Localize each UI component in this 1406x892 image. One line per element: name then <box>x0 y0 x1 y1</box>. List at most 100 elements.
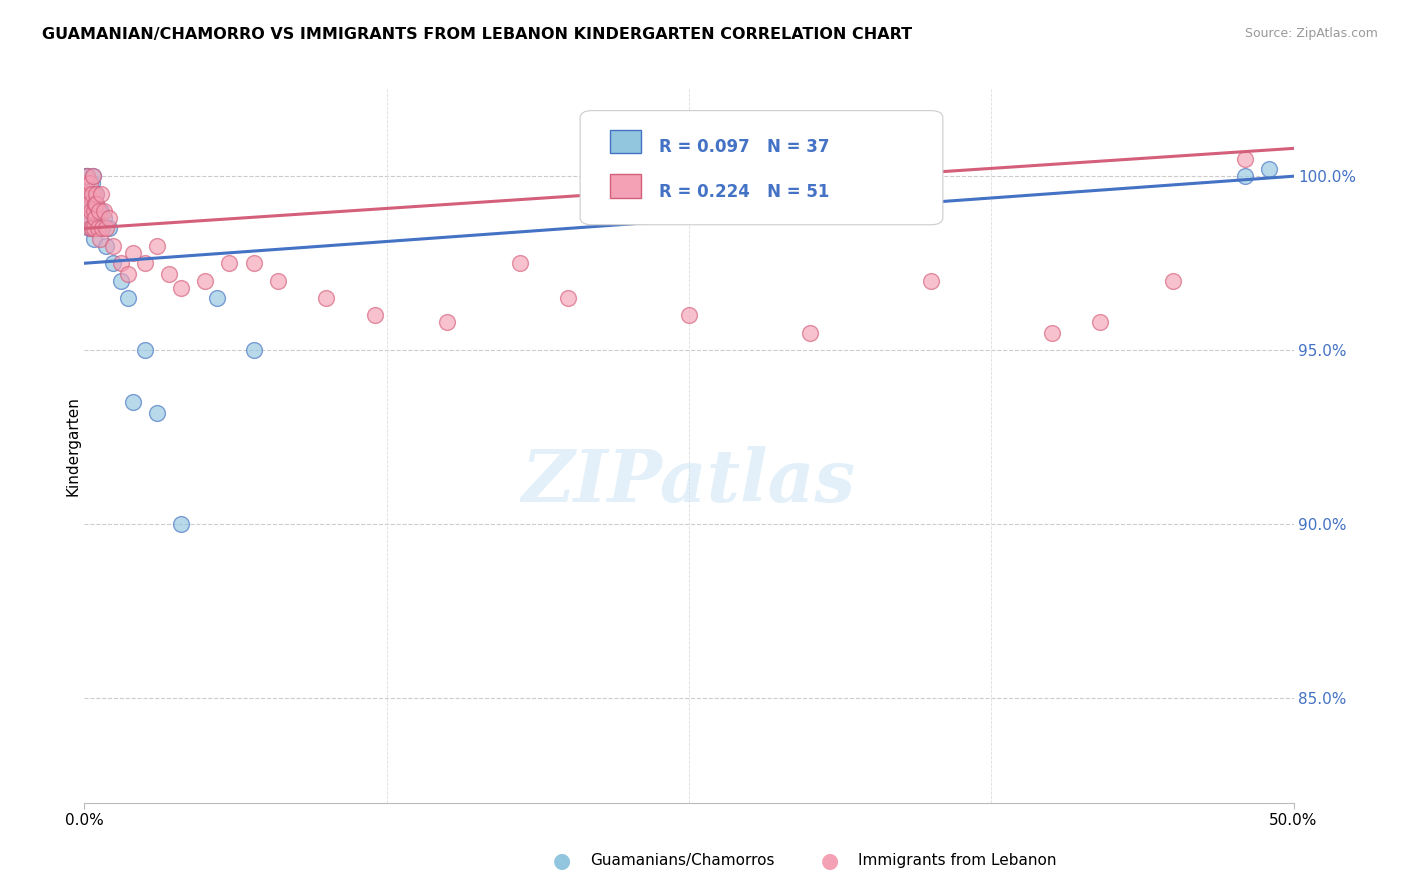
Text: Source: ZipAtlas.com: Source: ZipAtlas.com <box>1244 27 1378 40</box>
Point <box>1234 169 1257 184</box>
Y-axis label: Kindergarten: Kindergarten <box>66 396 80 496</box>
Point <box>678 309 700 323</box>
Point <box>79 211 101 225</box>
Point <box>80 221 103 235</box>
Text: Guamanians/Chamorros: Guamanians/Chamorros <box>591 854 775 868</box>
Point <box>93 204 115 219</box>
FancyBboxPatch shape <box>610 129 641 153</box>
Point <box>89 221 111 235</box>
Text: ●: ● <box>821 851 838 871</box>
Point <box>80 204 103 219</box>
Point <box>110 274 132 288</box>
Point <box>1258 162 1281 177</box>
Point <box>75 176 97 190</box>
Point <box>77 197 100 211</box>
Point <box>103 239 125 253</box>
Point <box>170 280 193 294</box>
Point <box>82 169 104 184</box>
Point <box>77 211 100 225</box>
Point <box>194 274 217 288</box>
Point <box>509 256 531 270</box>
FancyBboxPatch shape <box>610 175 641 198</box>
Point <box>77 197 100 211</box>
Point <box>89 232 111 246</box>
Point <box>1088 315 1111 329</box>
Point <box>146 406 169 420</box>
Point <box>170 517 193 532</box>
Point <box>80 204 103 219</box>
Point <box>86 221 108 235</box>
Point <box>80 221 103 235</box>
Point <box>82 176 104 190</box>
Point <box>920 274 942 288</box>
Point <box>121 395 143 409</box>
Point <box>82 169 104 184</box>
Point <box>1161 274 1184 288</box>
Point <box>315 291 337 305</box>
Point <box>110 256 132 270</box>
Point <box>134 256 156 270</box>
Point <box>91 221 114 235</box>
Text: Immigrants from Lebanon: Immigrants from Lebanon <box>858 854 1056 868</box>
Point <box>84 186 107 201</box>
Point <box>84 211 107 225</box>
Point <box>97 221 120 235</box>
Point <box>79 221 101 235</box>
Text: GUAMANIAN/CHAMORRO VS IMMIGRANTS FROM LEBANON KINDERGARTEN CORRELATION CHART: GUAMANIAN/CHAMORRO VS IMMIGRANTS FROM LE… <box>42 27 912 42</box>
Point <box>77 186 100 201</box>
Point <box>267 274 290 288</box>
Point <box>94 221 117 235</box>
Point <box>83 232 105 246</box>
Point <box>82 186 104 201</box>
Point <box>84 211 107 225</box>
Point <box>218 256 240 270</box>
Point <box>363 309 385 323</box>
Text: ●: ● <box>554 851 571 871</box>
Point <box>86 197 108 211</box>
Point <box>83 186 105 201</box>
Point <box>146 239 169 253</box>
Text: R = 0.097   N = 37: R = 0.097 N = 37 <box>659 138 830 156</box>
Point <box>90 186 112 201</box>
Point <box>87 204 110 219</box>
Point <box>86 221 108 235</box>
Point <box>75 169 97 184</box>
Point <box>77 204 100 219</box>
Point <box>86 197 108 211</box>
Point <box>207 291 229 305</box>
Point <box>83 204 105 219</box>
Point <box>84 186 107 201</box>
Point <box>1234 152 1257 166</box>
Point <box>436 315 458 329</box>
Point <box>79 186 101 201</box>
FancyBboxPatch shape <box>581 111 943 225</box>
Point <box>83 197 105 211</box>
Point <box>97 211 120 225</box>
Point <box>83 204 105 219</box>
Point <box>94 239 117 253</box>
Point <box>121 245 143 260</box>
Point <box>117 267 139 281</box>
Text: R = 0.224   N = 51: R = 0.224 N = 51 <box>659 183 830 201</box>
Point <box>76 169 98 184</box>
Point <box>557 291 579 305</box>
Point <box>242 343 264 358</box>
Point <box>76 204 98 219</box>
Point <box>103 256 125 270</box>
Point <box>77 221 100 235</box>
Point <box>117 291 139 305</box>
Point <box>90 204 112 219</box>
Point <box>799 326 821 340</box>
Point <box>157 267 180 281</box>
Point <box>79 176 101 190</box>
Text: ZIPatlas: ZIPatlas <box>522 446 856 517</box>
Point <box>75 186 97 201</box>
Point <box>83 221 105 235</box>
Point <box>75 176 97 190</box>
Point <box>76 169 98 184</box>
Point <box>87 204 110 219</box>
Point <box>242 256 264 270</box>
Point <box>1040 326 1063 340</box>
Point <box>76 186 98 201</box>
Point <box>134 343 156 358</box>
